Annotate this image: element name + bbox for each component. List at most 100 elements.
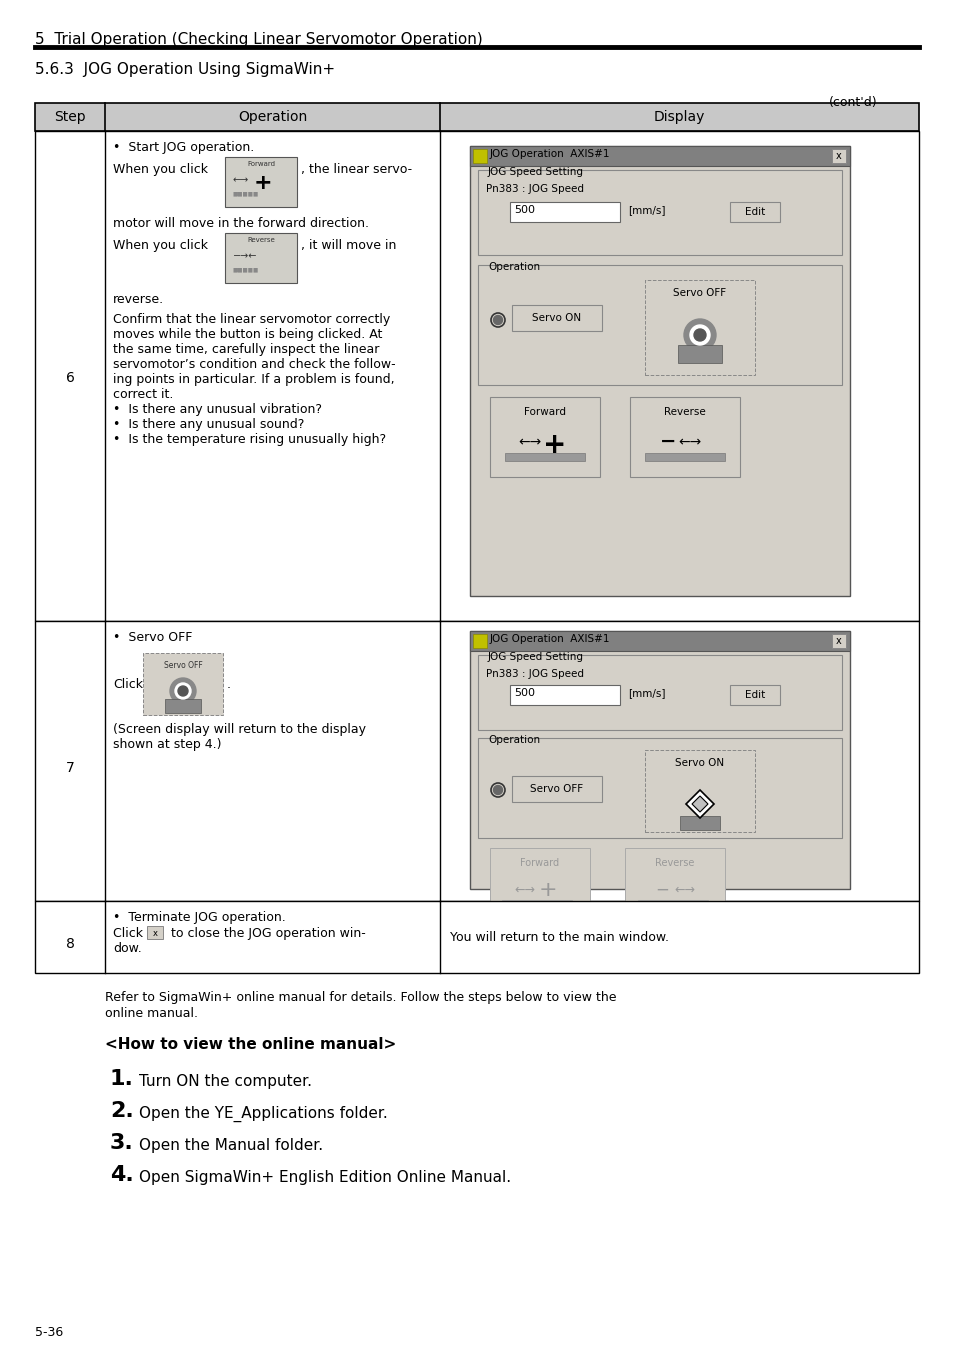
Bar bbox=[624, 848, 724, 919]
Text: −→←: −→← bbox=[233, 251, 257, 261]
Bar bbox=[470, 631, 849, 890]
Text: (Screen display will return to the display: (Screen display will return to the displ… bbox=[112, 723, 366, 735]
Text: Reverse: Reverse bbox=[655, 859, 694, 868]
Text: 2.: 2. bbox=[110, 1101, 133, 1121]
Bar bbox=[473, 149, 486, 164]
Text: +: + bbox=[543, 431, 566, 458]
Text: Operation: Operation bbox=[237, 110, 307, 124]
Bar bbox=[165, 699, 201, 713]
Bar bbox=[831, 634, 845, 648]
Text: ■■■■■: ■■■■■ bbox=[233, 191, 259, 196]
Text: Servo OFF: Servo OFF bbox=[673, 288, 726, 297]
Text: Servo ON: Servo ON bbox=[675, 758, 723, 768]
Text: 5-36: 5-36 bbox=[35, 1326, 63, 1338]
Text: Refer to SigmaWin+ online manual for details. Follow the steps below to view the: Refer to SigmaWin+ online manual for det… bbox=[105, 991, 616, 1005]
Bar bbox=[512, 776, 601, 802]
Text: 1.: 1. bbox=[110, 1069, 133, 1088]
Text: Edit: Edit bbox=[744, 690, 764, 700]
Text: When you click: When you click bbox=[112, 239, 208, 251]
Text: Edit: Edit bbox=[744, 207, 764, 218]
Polygon shape bbox=[691, 796, 707, 813]
Text: Servo OFF: Servo OFF bbox=[530, 784, 583, 794]
Text: reverse.: reverse. bbox=[112, 293, 164, 306]
Text: (cont'd): (cont'd) bbox=[828, 96, 877, 110]
Bar bbox=[470, 631, 849, 652]
Text: •  Is there any unusual sound?: • Is there any unusual sound? bbox=[112, 418, 304, 431]
Bar bbox=[225, 233, 296, 283]
Text: ←→: ←→ bbox=[678, 435, 700, 449]
Text: Reverse: Reverse bbox=[247, 237, 274, 243]
Text: , the linear servo-: , the linear servo- bbox=[301, 164, 412, 176]
Bar bbox=[225, 157, 296, 207]
Text: JOG Operation  AXIS#1: JOG Operation AXIS#1 bbox=[490, 634, 610, 644]
Bar bbox=[501, 900, 572, 907]
Text: [mm/s]: [mm/s] bbox=[627, 206, 665, 215]
Text: Servo ON: Servo ON bbox=[532, 314, 581, 323]
Bar bbox=[644, 750, 754, 831]
Bar bbox=[473, 634, 486, 648]
Bar bbox=[35, 900, 918, 973]
Text: Reverse: Reverse bbox=[663, 407, 705, 416]
Bar bbox=[512, 306, 601, 331]
Circle shape bbox=[493, 315, 502, 324]
Text: 500: 500 bbox=[514, 206, 535, 215]
Text: shown at step 4.): shown at step 4.) bbox=[112, 738, 221, 750]
Text: ing points in particular. If a problem is found,: ing points in particular. If a problem i… bbox=[112, 373, 395, 387]
Bar bbox=[490, 848, 589, 919]
Bar bbox=[470, 146, 849, 596]
Text: Open the YE_Applications folder.: Open the YE_Applications folder. bbox=[139, 1106, 387, 1122]
Text: 500: 500 bbox=[514, 688, 535, 698]
Text: dow.: dow. bbox=[112, 942, 142, 955]
Text: When you click: When you click bbox=[112, 164, 208, 176]
Bar bbox=[143, 653, 223, 715]
Circle shape bbox=[683, 319, 716, 352]
Text: moves while the button is being clicked. At: moves while the button is being clicked.… bbox=[112, 329, 382, 341]
Polygon shape bbox=[685, 790, 713, 818]
Text: ←→: ←→ bbox=[517, 435, 541, 449]
Text: •  Is there any unusual vibration?: • Is there any unusual vibration? bbox=[112, 403, 322, 416]
Bar bbox=[504, 453, 584, 461]
Bar bbox=[477, 654, 841, 730]
Text: JOG Operation  AXIS#1: JOG Operation AXIS#1 bbox=[490, 149, 610, 160]
Bar bbox=[477, 265, 841, 385]
Text: Operation: Operation bbox=[488, 735, 539, 745]
Text: +: + bbox=[253, 173, 272, 193]
Text: Forward: Forward bbox=[520, 859, 559, 868]
Text: Pn383 : JOG Speed: Pn383 : JOG Speed bbox=[485, 669, 583, 679]
Circle shape bbox=[170, 677, 195, 704]
Bar bbox=[638, 900, 707, 907]
Text: Operation: Operation bbox=[488, 262, 539, 272]
Text: −: − bbox=[655, 882, 668, 899]
Text: correct it.: correct it. bbox=[112, 388, 173, 402]
Text: 6: 6 bbox=[66, 370, 74, 385]
Text: x: x bbox=[835, 635, 841, 646]
Text: +: + bbox=[538, 880, 557, 900]
Text: Servo OFF: Servo OFF bbox=[164, 661, 202, 671]
Text: [mm/s]: [mm/s] bbox=[627, 688, 665, 698]
Bar bbox=[477, 170, 841, 256]
Text: Turn ON the computer.: Turn ON the computer. bbox=[139, 1073, 312, 1088]
Text: 5  Trial Operation (Checking Linear Servomotor Operation): 5 Trial Operation (Checking Linear Servo… bbox=[35, 32, 482, 47]
Text: 5.6.3  JOG Operation Using SigmaWin+: 5.6.3 JOG Operation Using SigmaWin+ bbox=[35, 62, 335, 77]
Text: online manual.: online manual. bbox=[105, 1007, 198, 1019]
Bar bbox=[490, 397, 599, 477]
Circle shape bbox=[178, 685, 188, 696]
Text: servomotor’s condition and check the follow-: servomotor’s condition and check the fol… bbox=[112, 358, 395, 370]
Text: Open the Manual folder.: Open the Manual folder. bbox=[139, 1138, 323, 1153]
Bar bbox=[644, 453, 724, 461]
Text: x: x bbox=[835, 151, 841, 161]
Text: ←→: ←→ bbox=[514, 884, 535, 896]
Bar bbox=[644, 280, 754, 375]
Text: .: . bbox=[227, 677, 231, 691]
Text: ■■■■■: ■■■■■ bbox=[233, 266, 259, 272]
Text: 8: 8 bbox=[66, 937, 74, 950]
Text: ←→: ←→ bbox=[233, 174, 249, 185]
Bar bbox=[35, 103, 918, 131]
Text: 4.: 4. bbox=[110, 1165, 133, 1184]
Text: Click       to close the JOG operation win-: Click to close the JOG operation win- bbox=[112, 927, 365, 940]
Bar bbox=[470, 146, 849, 166]
Bar bbox=[831, 149, 845, 164]
Bar bbox=[147, 926, 163, 940]
Text: x: x bbox=[152, 929, 157, 937]
Bar bbox=[729, 201, 780, 222]
